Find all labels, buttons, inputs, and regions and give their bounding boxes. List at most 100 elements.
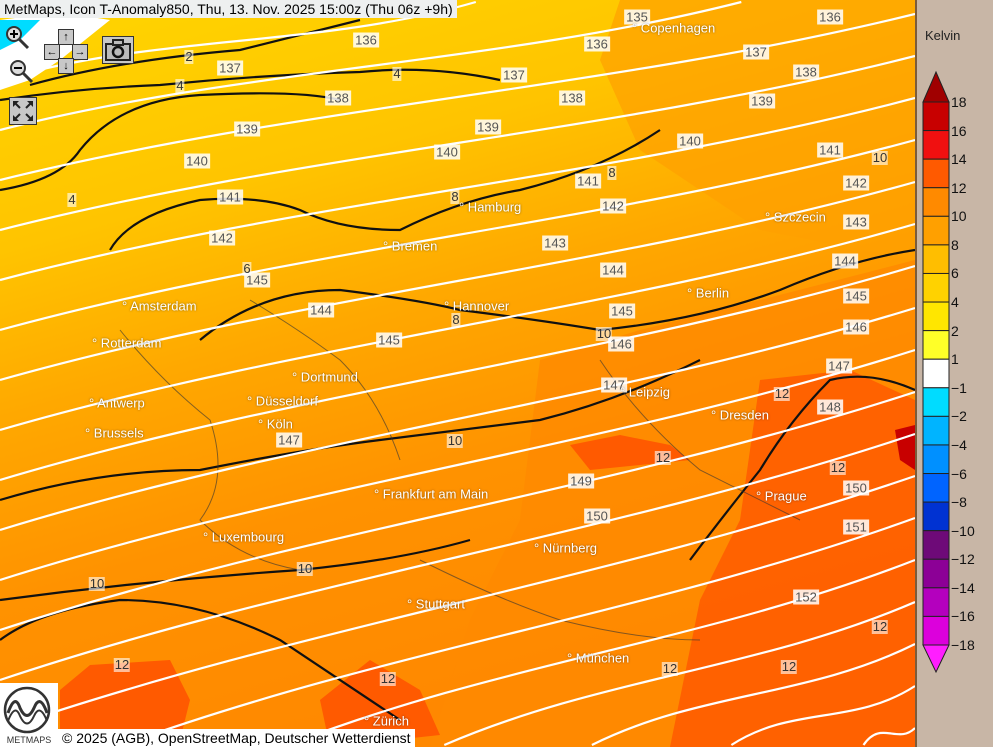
isohypse-label: 135 bbox=[624, 9, 650, 25]
legend-label: −1 bbox=[951, 379, 967, 396]
anomaly-label: 10 bbox=[296, 561, 314, 576]
legend-swatch bbox=[922, 330, 950, 360]
isohypse-label: 136 bbox=[817, 9, 843, 25]
isohypse-line bbox=[0, 54, 915, 232]
anomaly-label: 2 bbox=[184, 49, 194, 64]
city-label: ° Dortmund bbox=[292, 369, 358, 385]
anomaly-label: 8 bbox=[451, 312, 461, 327]
pan-right-button[interactable]: → bbox=[72, 44, 88, 60]
isohypse-label: 136 bbox=[353, 32, 379, 48]
isohypse-line bbox=[0, 390, 915, 632]
isohypse-label: 141 bbox=[817, 142, 843, 158]
isohypse-label: 151 bbox=[843, 519, 869, 535]
isohypse-line bbox=[121, 516, 915, 747]
isohypse-label: 147 bbox=[601, 377, 627, 393]
city-label: ° Amsterdam bbox=[122, 298, 197, 314]
legend-swatch bbox=[922, 158, 950, 189]
legend-label: −12 bbox=[951, 551, 975, 568]
isohypse-label: 138 bbox=[559, 90, 585, 106]
anomaly-label: 12 bbox=[654, 450, 672, 465]
isohypse-label: 147 bbox=[276, 432, 302, 448]
isohypse-label: 145 bbox=[843, 288, 869, 304]
legend-colorbar bbox=[922, 70, 950, 674]
isohypse-label: 147 bbox=[826, 358, 852, 374]
legend-swatch bbox=[922, 301, 950, 332]
legend-swatch bbox=[922, 358, 950, 389]
isohypse-label: 143 bbox=[542, 235, 568, 251]
city-label: ° Brussels bbox=[85, 425, 144, 441]
anomaly-label: 12 bbox=[773, 386, 791, 401]
city-label: ° Luxembourg bbox=[203, 529, 285, 545]
isohypse-label: 145 bbox=[244, 272, 270, 288]
pan-up-button[interactable]: ↑ bbox=[58, 29, 74, 45]
legend-label: −4 bbox=[951, 436, 967, 453]
legend-label: −14 bbox=[951, 579, 975, 596]
legend-swatch bbox=[922, 530, 950, 560]
anomaly-label: 10 bbox=[871, 150, 889, 165]
isohypse-label: 144 bbox=[832, 253, 858, 269]
anomaly-label: 12 bbox=[113, 657, 131, 672]
city-label: ° Copenhagen bbox=[632, 20, 716, 36]
anomaly-field bbox=[0, 0, 915, 747]
isohypse-label: 137 bbox=[217, 60, 243, 76]
city-label: ° Hamburg bbox=[459, 199, 522, 215]
isohypse-label: 139 bbox=[234, 121, 260, 137]
city-label: ° Berlin bbox=[687, 285, 730, 301]
snapshot-button[interactable] bbox=[102, 36, 134, 64]
isohypse-label: 149 bbox=[568, 473, 594, 489]
legend-label: 2 bbox=[951, 322, 959, 339]
isohypse-line bbox=[0, 432, 915, 682]
fullscreen-icon bbox=[13, 101, 33, 121]
isohypse-line bbox=[0, 0, 742, 132]
isohypse-label: 146 bbox=[843, 319, 869, 335]
legend-swatch bbox=[922, 387, 950, 417]
legend-label: −2 bbox=[951, 408, 967, 425]
city-label: ° Rotterdam bbox=[92, 335, 162, 351]
legend-label: 1 bbox=[951, 351, 959, 368]
isohypse-label: 138 bbox=[325, 90, 351, 106]
hot-region-alps bbox=[320, 660, 440, 747]
color-legend: Kelvin 18 16 14 12 10 8 6 4 2 1 −1 −2 −4 −6 −8 −10 −12 −1… bbox=[915, 0, 993, 747]
isohypse-line bbox=[591, 643, 915, 746]
fullscreen-button[interactable] bbox=[9, 97, 37, 125]
anomaly-label: 4 bbox=[392, 66, 402, 81]
isohypse-line bbox=[0, 264, 915, 482]
isohypse-label: 142 bbox=[600, 198, 626, 214]
anomaly-label: 6 bbox=[242, 261, 252, 276]
camera-icon bbox=[105, 39, 131, 61]
isohypse-line bbox=[287, 558, 915, 747]
zoom-in-button[interactable] bbox=[4, 24, 30, 50]
legend-label: −8 bbox=[951, 494, 967, 511]
city-label: ° Stuttgart bbox=[407, 596, 465, 612]
isohypse-line bbox=[0, 222, 915, 432]
isohypse-line bbox=[730, 685, 915, 746]
pan-down-button[interactable]: ↓ bbox=[58, 58, 74, 74]
isohypse-label: 144 bbox=[308, 302, 334, 318]
legend-swatch bbox=[922, 215, 950, 246]
legend-label: 16 bbox=[951, 122, 967, 139]
anomaly-label: 4 bbox=[67, 192, 77, 207]
isohypse-line bbox=[0, 138, 915, 332]
anomaly-label: 12 bbox=[661, 661, 679, 676]
isohypse-label: 142 bbox=[843, 175, 869, 191]
legend-unit: Kelvin bbox=[925, 28, 961, 43]
legend-label: 4 bbox=[951, 294, 959, 311]
isohypse-line bbox=[443, 600, 915, 747]
isohypse-label: 152 bbox=[793, 589, 819, 605]
isohypse-label: 139 bbox=[475, 119, 501, 135]
legend-label: −6 bbox=[951, 465, 967, 482]
city-label: ° Nürnberg bbox=[534, 540, 598, 556]
isohypse-label: 140 bbox=[677, 133, 703, 149]
legend-label: 8 bbox=[951, 236, 959, 253]
pan-left-button[interactable]: ← bbox=[44, 44, 60, 60]
isohypse-line bbox=[0, 180, 915, 382]
anomaly-label: 8 bbox=[607, 165, 617, 180]
weather-map[interactable]: MetMaps, Icon T-Anomaly850, Thu, 13. Nov… bbox=[0, 0, 915, 747]
legend-label: 18 bbox=[951, 94, 967, 110]
zoom-out-button[interactable] bbox=[8, 58, 34, 84]
isohypse-label: 150 bbox=[843, 480, 869, 496]
isohypse-label: 145 bbox=[609, 303, 635, 319]
anomaly-label: 10 bbox=[88, 576, 106, 591]
city-label: ° Antwerp bbox=[89, 395, 145, 411]
isohypse-label: 137 bbox=[743, 44, 769, 60]
